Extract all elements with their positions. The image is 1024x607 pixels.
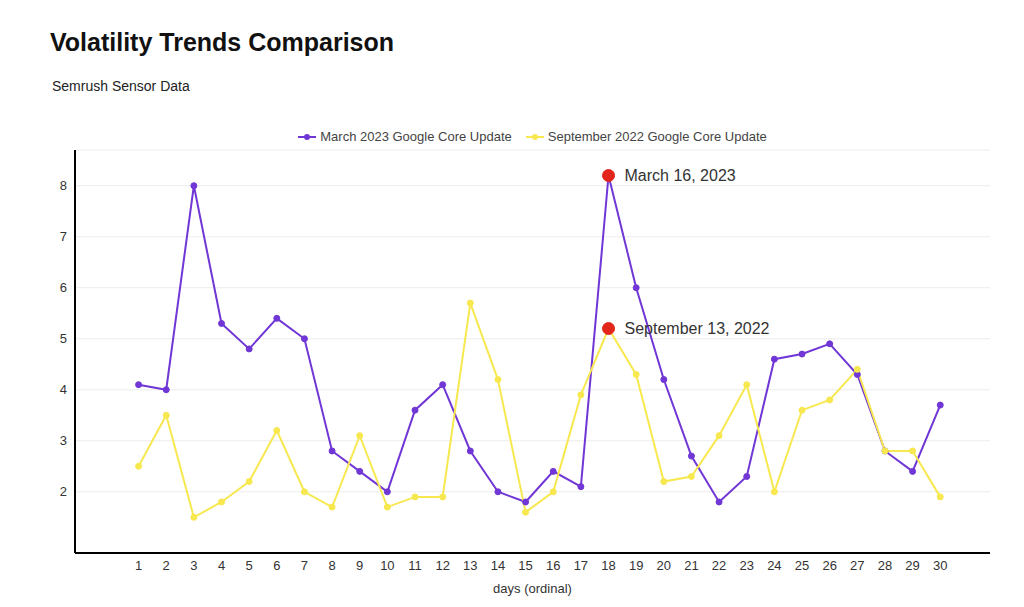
svg-text:4: 4 — [60, 382, 67, 397]
svg-text:23: 23 — [740, 558, 754, 573]
svg-text:28: 28 — [878, 558, 892, 573]
svg-text:12: 12 — [435, 558, 449, 573]
svg-text:21: 21 — [684, 558, 698, 573]
svg-text:25: 25 — [795, 558, 809, 573]
svg-text:24: 24 — [767, 558, 781, 573]
svg-text:5: 5 — [60, 331, 67, 346]
svg-text:13: 13 — [463, 558, 477, 573]
svg-text:18: 18 — [601, 558, 615, 573]
html-text:September 2022 Google Core Upd: September 2022 Google Core Update — [547, 129, 767, 144]
svg-text:2: 2 — [163, 558, 170, 573]
svg-text:7: 7 — [60, 229, 67, 244]
svg-text:7: 7 — [301, 558, 308, 573]
svg-text:20: 20 — [657, 558, 671, 573]
svg-text:17: 17 — [574, 558, 588, 573]
svg-text:3: 3 — [60, 433, 67, 448]
html-text:Volatility Trends Comparison: Volatility Trends Comparison — [50, 28, 394, 56]
svg-text:September 13, 2022: September 13, 2022 — [625, 320, 770, 337]
svg-text:19: 19 — [629, 558, 643, 573]
svg-text:2: 2 — [60, 484, 67, 499]
svg-text:22: 22 — [712, 558, 726, 573]
svg-text:4: 4 — [218, 558, 225, 573]
svg-text:5: 5 — [246, 558, 253, 573]
svg-text:14: 14 — [491, 558, 505, 573]
svg-text:3: 3 — [190, 558, 197, 573]
svg-text:6: 6 — [60, 280, 67, 295]
svg-text:30: 30 — [933, 558, 947, 573]
svg-text:27: 27 — [850, 558, 864, 573]
svg-text:15: 15 — [518, 558, 532, 573]
svg-text:26: 26 — [822, 558, 836, 573]
svg-text:29: 29 — [905, 558, 919, 573]
svg-text:16: 16 — [546, 558, 560, 573]
svg-text:10: 10 — [380, 558, 394, 573]
svg-text:March 16, 2023: March 16, 2023 — [625, 167, 736, 184]
svg-text:9: 9 — [356, 558, 363, 573]
svg-text:8: 8 — [60, 178, 67, 193]
svg-text:6: 6 — [273, 558, 280, 573]
html-text:March 2023 Google Core Update: March 2023 Google Core Update — [320, 129, 512, 144]
html-text:Semrush Sensor Data: Semrush Sensor Data — [52, 78, 190, 94]
svg-text:days (ordinal): days (ordinal) — [493, 581, 572, 596]
svg-text:8: 8 — [328, 558, 335, 573]
svg-text:1: 1 — [135, 558, 142, 573]
svg-text:11: 11 — [408, 558, 422, 573]
